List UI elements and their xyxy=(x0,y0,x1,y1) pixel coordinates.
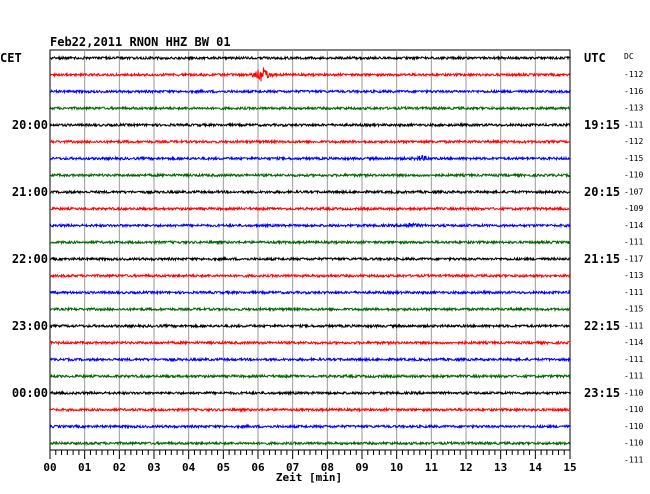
x-tick-label: 12 xyxy=(459,461,472,474)
left-time-label: 00:00 xyxy=(12,386,48,400)
dc-offset-value: -110 xyxy=(624,388,643,397)
dc-offset-value: -115 xyxy=(624,154,643,163)
trace-17 xyxy=(49,339,571,346)
trace-12 xyxy=(49,255,571,262)
trace-15 xyxy=(49,306,571,313)
dc-offset-value: -112 xyxy=(624,137,643,146)
trace-9 xyxy=(49,205,571,212)
chart-title: Feb22,2011 RNON HHZ BW 01 xyxy=(50,35,231,49)
dc-offset-value: -111 xyxy=(624,355,643,364)
x-tick-label: 03 xyxy=(147,461,160,474)
left-time-label: 22:00 xyxy=(12,252,48,266)
dc-offset-value: -110 xyxy=(624,171,643,180)
x-tick-label: 11 xyxy=(425,461,439,474)
time-axis: 00 01 02 03 04 05 06 07 08 09 10 11 12 13 14 15 xyxy=(43,450,577,474)
dc-offset-value: -111 xyxy=(624,321,643,330)
right-time-label: 22:15 xyxy=(584,319,620,333)
right-time-label: 21:15 xyxy=(584,252,620,266)
dc-offset-value: -114 xyxy=(624,338,643,347)
trace-14 xyxy=(49,289,571,296)
dc-offset-value: -116 xyxy=(624,87,643,96)
right-time-label: 20:15 xyxy=(584,185,620,199)
grid-lines xyxy=(49,49,571,451)
dc-offset-value: -107 xyxy=(624,187,643,196)
dc-offset-value: -111 xyxy=(624,288,643,297)
time-labels: 20:00 21:00 22:00 23:00 00:00 UTC 19:15 20:15 21… xyxy=(12,51,644,464)
dc-offset-value: -111 xyxy=(624,455,643,464)
dc-offset-value: -113 xyxy=(624,271,643,280)
dc-offset-value: -110 xyxy=(624,439,643,448)
x-tick-label: 08 xyxy=(321,461,334,474)
trace-18 xyxy=(49,356,571,363)
right-time-label: 23:15 xyxy=(584,386,620,400)
dc-offset-value: -109 xyxy=(624,204,643,213)
trace-22 xyxy=(49,423,571,430)
trace-3 xyxy=(49,105,571,112)
trace-13 xyxy=(49,272,571,279)
trace-21 xyxy=(49,406,571,413)
right-time-label: UTC xyxy=(584,51,606,65)
trace-8 xyxy=(49,188,571,196)
dc-offset-value: -110 xyxy=(624,405,643,414)
trace-11 xyxy=(49,239,571,246)
x-tick-label: 07 xyxy=(286,461,299,474)
trace-2 xyxy=(49,88,571,95)
x-axis-label: Zeit [min] xyxy=(276,471,342,484)
left-time-label: 23:00 xyxy=(12,319,48,333)
trace-19 xyxy=(49,373,571,380)
dc-offset-value: -111 xyxy=(624,120,643,129)
plot-frame xyxy=(49,49,571,451)
dc-offset-value: -117 xyxy=(624,254,643,263)
left-timezone-label: CET xyxy=(0,51,22,65)
trace-4 xyxy=(49,121,571,129)
trace-10 xyxy=(49,222,571,229)
x-tick-label: 06 xyxy=(251,461,265,474)
trace-16 xyxy=(49,322,571,330)
trace-7 xyxy=(49,172,571,179)
dc-offset-value: -115 xyxy=(624,305,643,314)
dc-offset-header: DC xyxy=(624,52,634,61)
x-tick-label: 10 xyxy=(390,461,403,474)
trace-23 xyxy=(49,440,571,447)
seismic-traces xyxy=(49,54,571,447)
trace-0 xyxy=(49,54,571,62)
dc-offset-value: -111 xyxy=(624,238,643,247)
x-tick-label: 13 xyxy=(494,461,507,474)
right-time-label: 19:15 xyxy=(584,118,620,132)
x-tick-label: 04 xyxy=(182,461,196,474)
dc-offset-value: -114 xyxy=(624,221,643,230)
dc-offset-value: -111 xyxy=(624,372,643,381)
left-time-label: 20:00 xyxy=(12,118,48,132)
x-tick-label: 15 xyxy=(563,461,576,474)
trace-20 xyxy=(49,389,571,396)
x-tick-label: 01 xyxy=(78,461,92,474)
trace-1 xyxy=(49,67,571,82)
x-tick-label: 14 xyxy=(529,461,543,474)
x-tick-label: 05 xyxy=(217,461,230,474)
dc-offset-value: -113 xyxy=(624,104,643,113)
left-time-label: 21:00 xyxy=(12,185,48,199)
x-tick-label: 02 xyxy=(113,461,126,474)
dc-offset-value: -112 xyxy=(624,70,643,79)
dc-offset-value: -110 xyxy=(624,422,643,431)
x-tick-label: 00 xyxy=(43,461,56,474)
trace-6 xyxy=(49,154,571,162)
x-tick-label: 09 xyxy=(355,461,368,474)
trace-5 xyxy=(49,138,571,145)
